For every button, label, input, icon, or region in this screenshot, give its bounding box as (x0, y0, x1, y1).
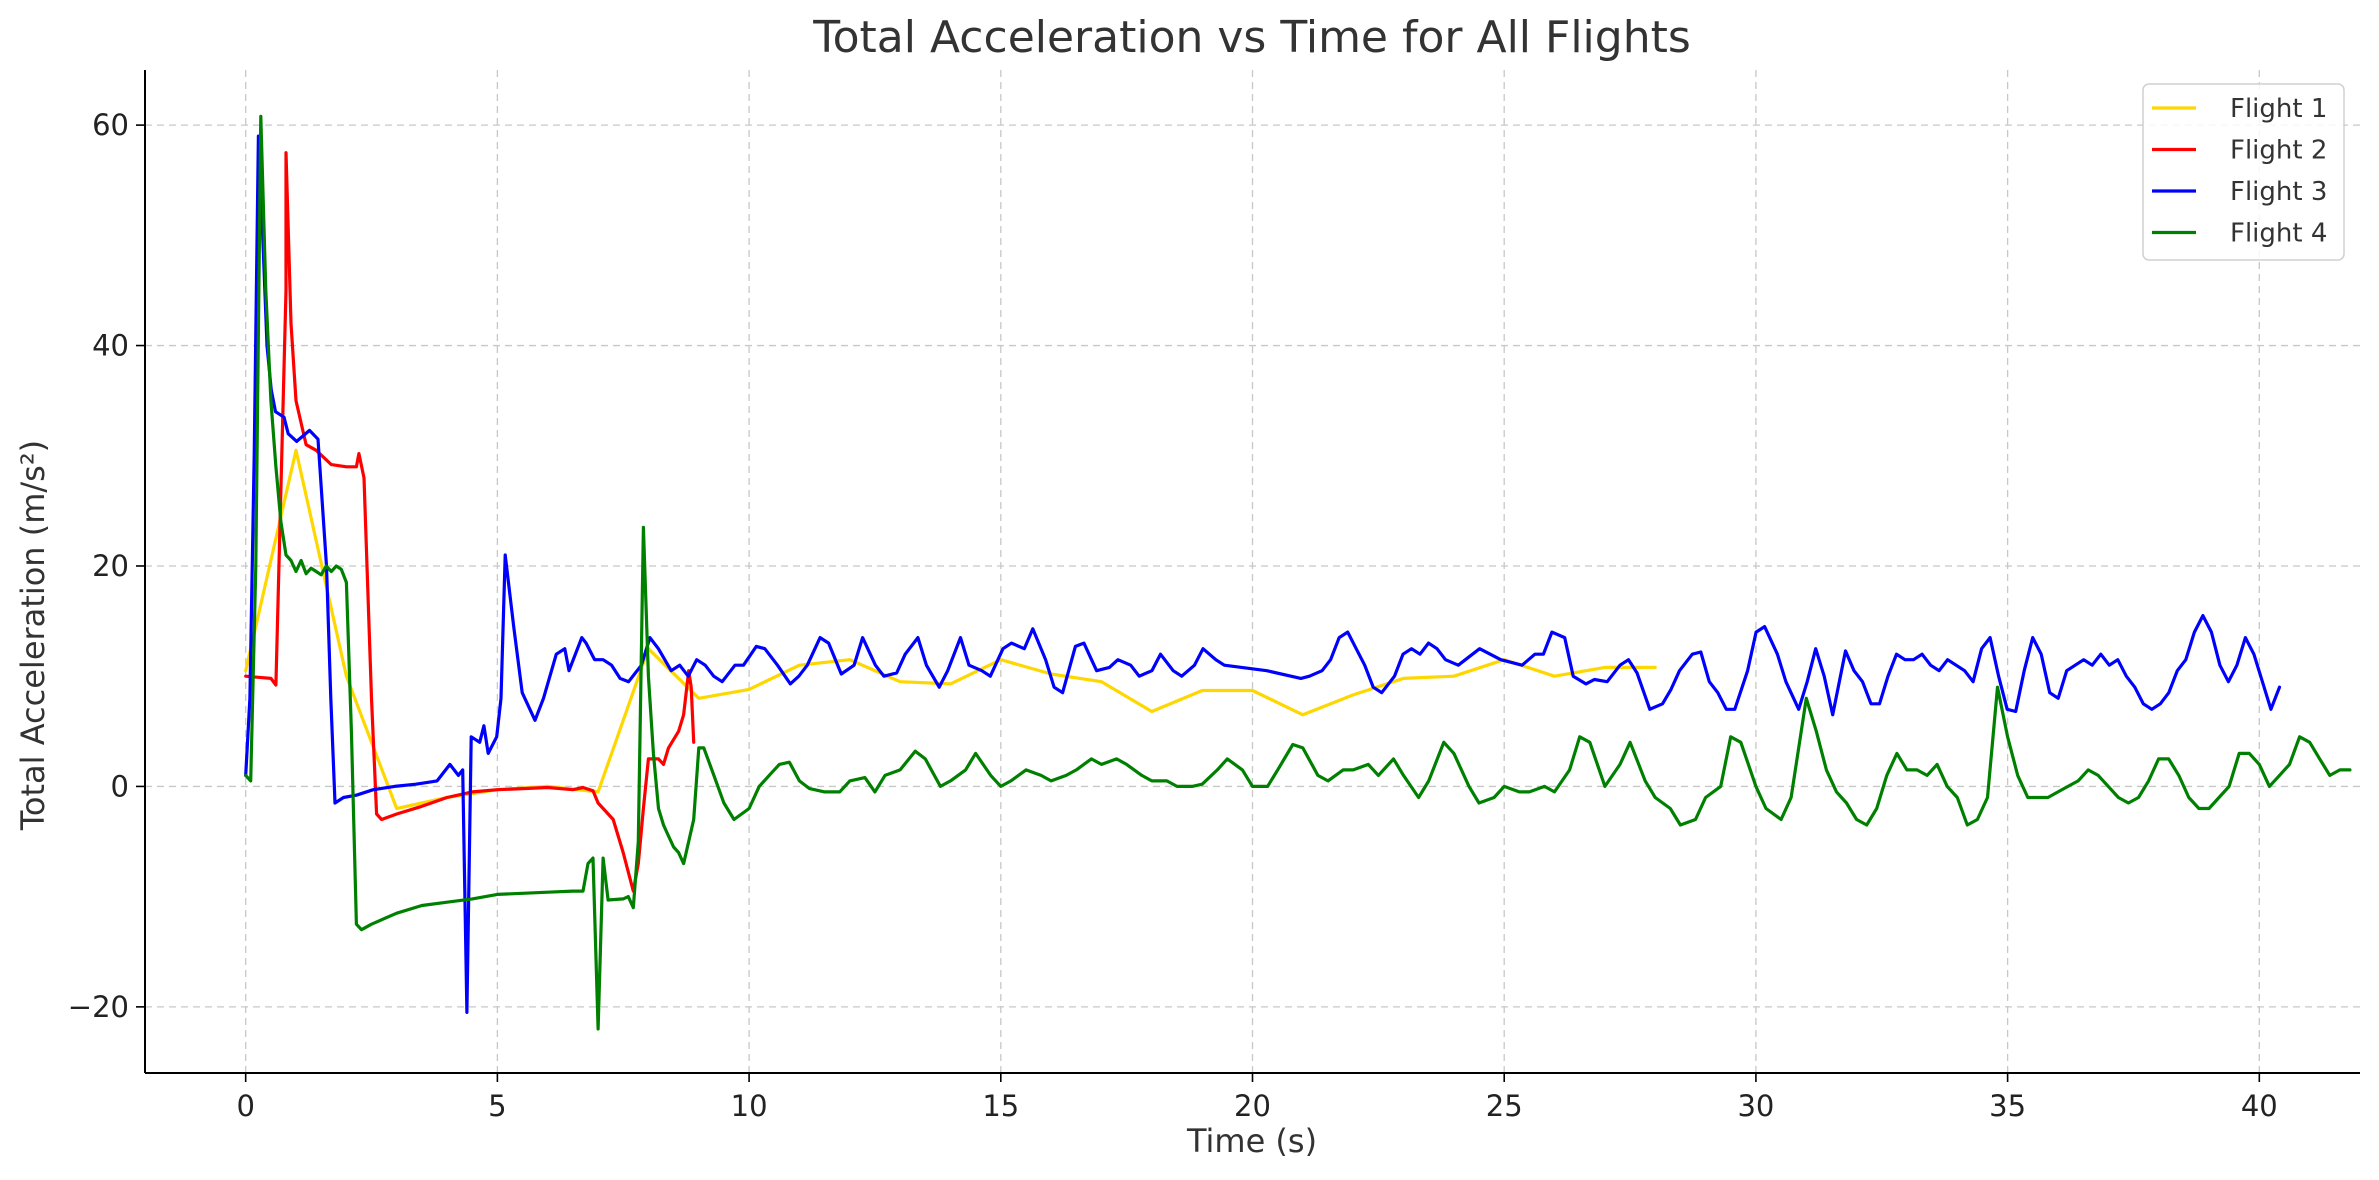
x-tick-label: 35 (1989, 1089, 2026, 1123)
legend-label-2: Flight 2 (2230, 136, 2327, 166)
y-axis-label: Total Acceleration (m/s²) (14, 440, 52, 831)
x-tick-label: 25 (1486, 1089, 1523, 1123)
y-tick-label: −20 (68, 990, 129, 1024)
y-tick-label: 0 (111, 769, 129, 803)
series-lines (244, 114, 2352, 1031)
legend: Flight 1 Flight 2 Flight 3 Flight 4 (2142, 83, 2345, 261)
y-tick-label: 60 (92, 108, 129, 142)
legend-label-4: Flight 4 (2230, 219, 2327, 249)
legend-label-1: Flight 1 (2230, 94, 2327, 124)
series-line-3 (244, 134, 2282, 1014)
x-axis-ticks: 0 5 10 15 20 25 30 35 40 (236, 1073, 2278, 1123)
x-tick-label: 40 (2241, 1089, 2278, 1123)
x-tick-label: 5 (488, 1089, 506, 1123)
legend-label-3: Flight 3 (2230, 177, 2327, 207)
x-axis-label: Time (s) (1186, 1122, 1317, 1160)
y-tick-label: 20 (92, 549, 129, 583)
x-tick-label: 30 (1737, 1089, 1774, 1123)
chart-title: Total Acceleration vs Time for All Fligh… (812, 12, 1691, 63)
y-tick-label: 40 (92, 329, 129, 363)
x-tick-label: 15 (982, 1089, 1019, 1123)
y-axis-ticks: −20 0 20 40 60 (68, 108, 145, 1024)
x-tick-label: 0 (236, 1089, 254, 1123)
series-line-4 (244, 114, 2352, 1031)
legend-frame (2142, 83, 2345, 261)
series-line-2 (244, 151, 696, 893)
grid-lines (145, 70, 2360, 1073)
series-line-1 (244, 448, 1657, 811)
x-tick-label: 10 (731, 1089, 768, 1123)
x-tick-label: 20 (1234, 1089, 1271, 1123)
